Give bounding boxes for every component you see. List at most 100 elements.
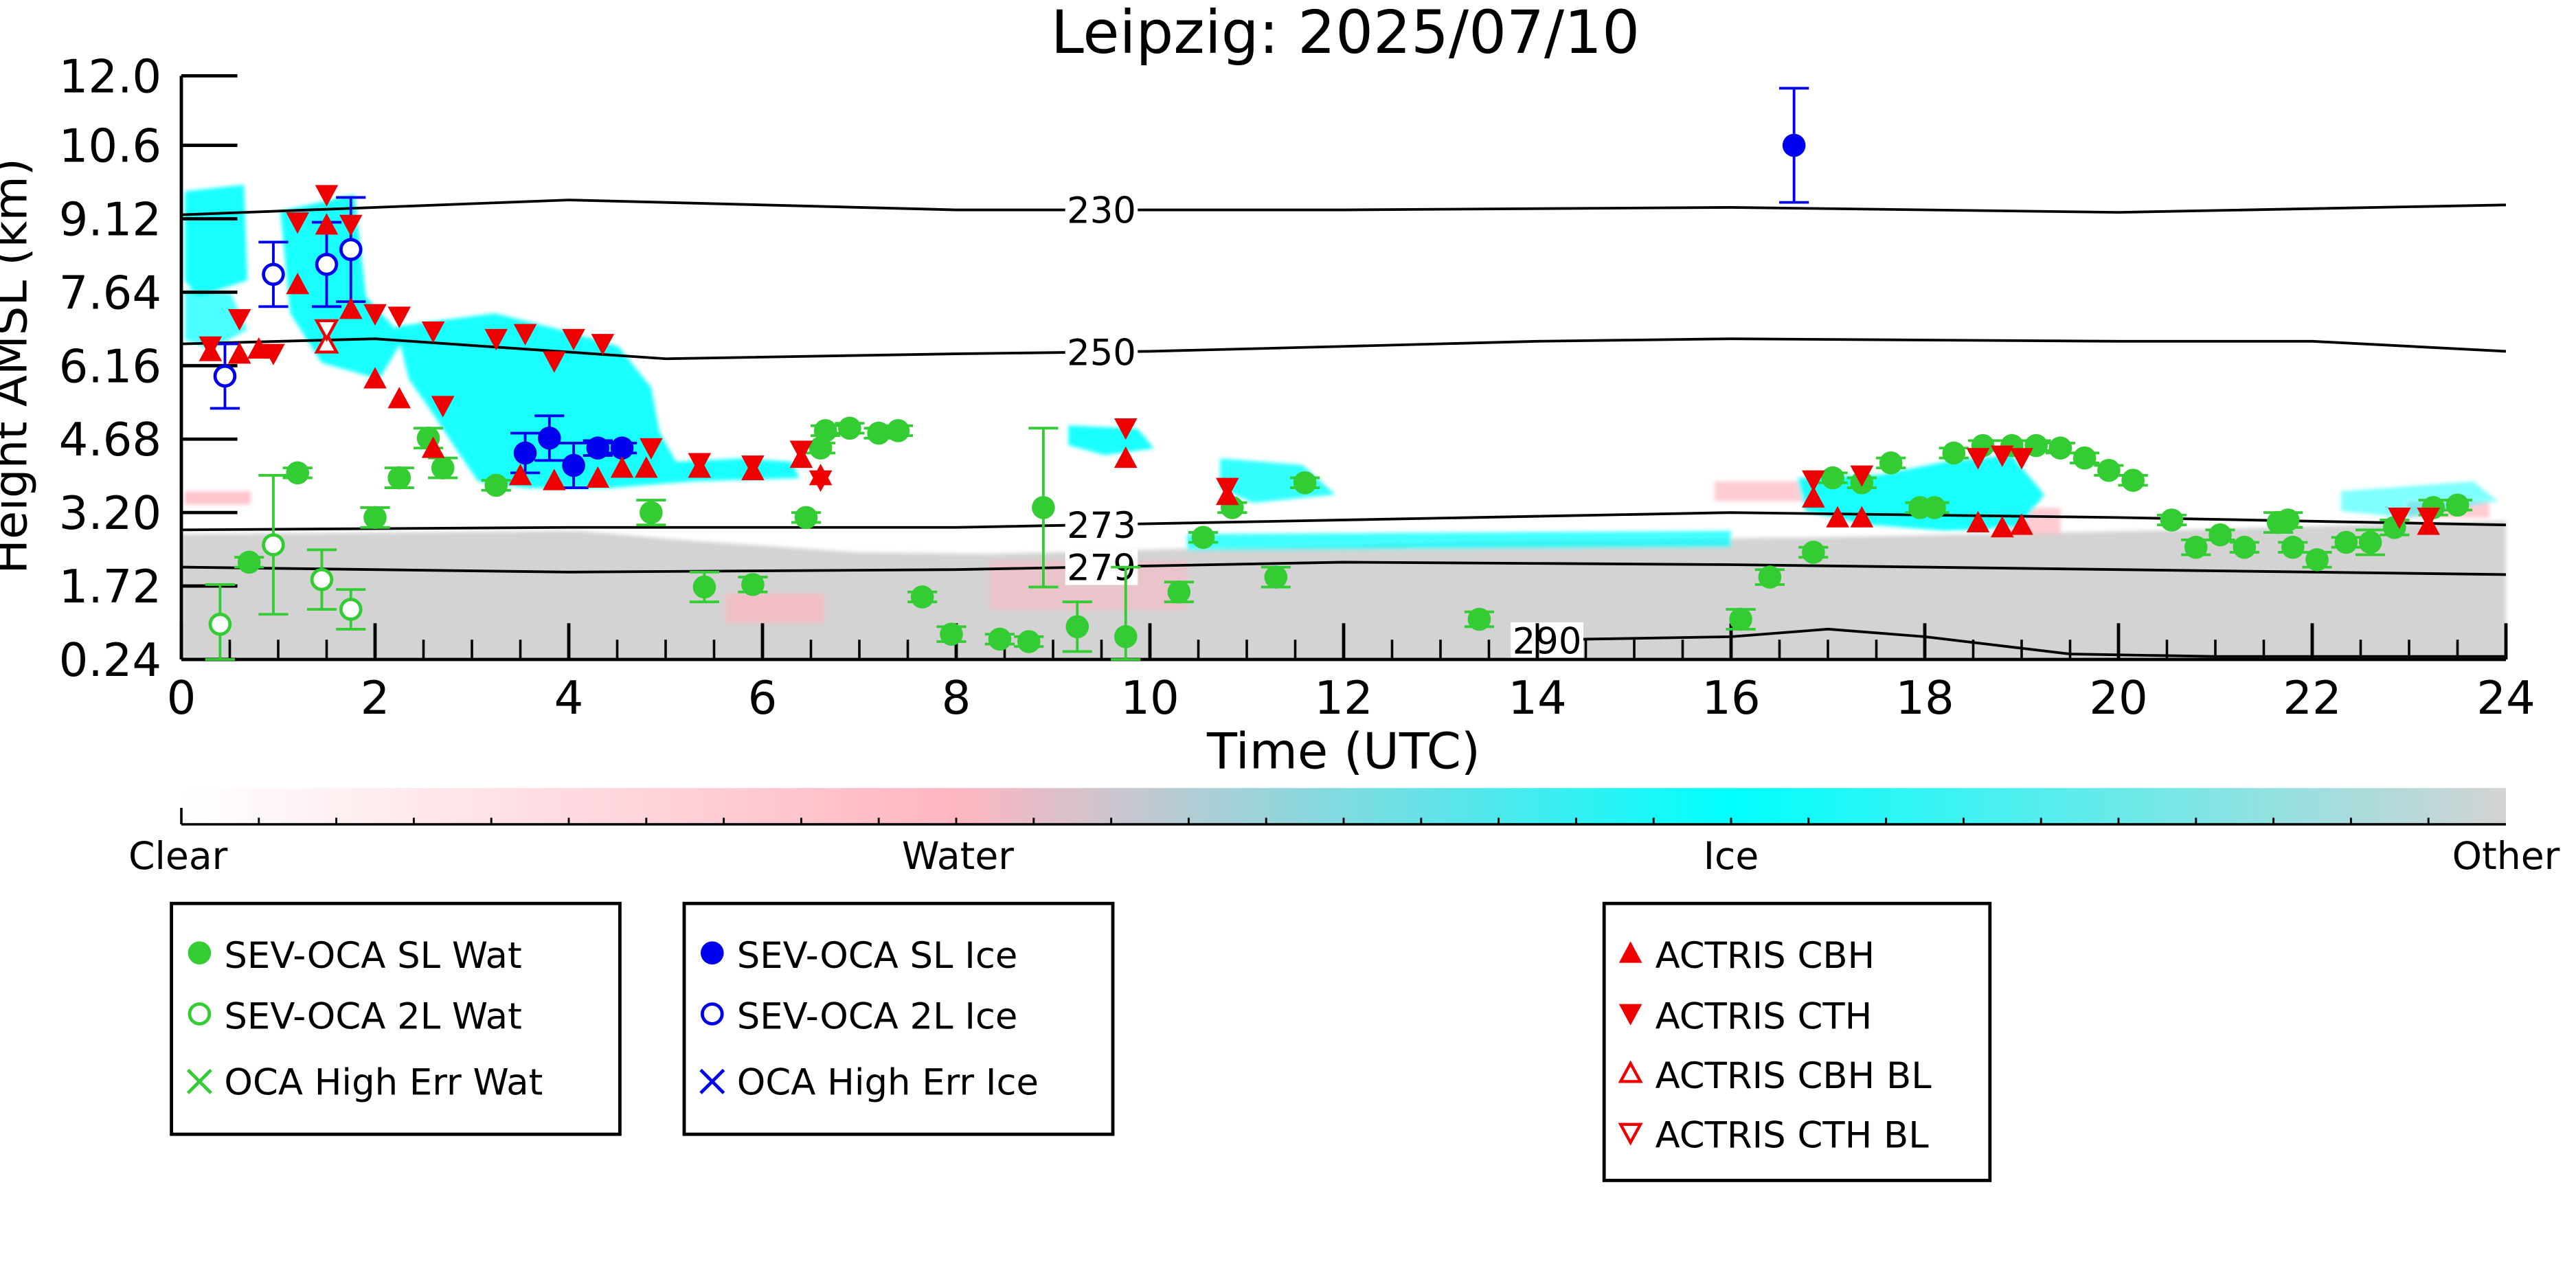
colorbar-label-water: Water <box>902 835 1014 879</box>
legend-water: SEV-OCA SL Wat SEV-OCA 2L Wat OCA High E… <box>170 901 622 1136</box>
point-sev-oca-sl-wat <box>2118 468 2148 492</box>
point-sev-oca-sl-wat <box>1028 427 1059 589</box>
legend-label-higherr-ice: OCA High Err Ice <box>737 1062 1039 1104</box>
point-sev-oca-sl-wat <box>384 466 414 490</box>
point-sev-oca-sl-ice <box>534 414 565 462</box>
data-marks <box>199 87 2473 661</box>
point-sev-oca-sl-wat <box>1261 565 1291 589</box>
isotherm-label-bg <box>1511 622 1583 659</box>
colorbar-label-other: Other <box>2452 835 2560 879</box>
point-actris-cth <box>286 212 309 234</box>
point-actris-cth <box>513 324 537 346</box>
legend-marker-actris-cth-bl <box>1618 1122 1643 1146</box>
point-actris-cth <box>339 214 363 236</box>
point-sev-oca-sl-wat <box>835 416 865 440</box>
point-sev-oca-2l-ice <box>210 342 240 410</box>
point-actris-cth <box>227 309 251 331</box>
point-sev-oca-sl-wat <box>1876 451 1906 475</box>
point-actris-cth <box>363 304 387 326</box>
x-tick-label: 8 <box>942 671 971 725</box>
legend-label-2l-wat: SEV-OCA 2L Wat <box>224 996 521 1038</box>
point-actris-cbh <box>247 337 271 359</box>
point-sev-oca-2l-wat <box>336 588 366 631</box>
point-actris-cth <box>2417 507 2440 530</box>
point-sev-oca-sl-ice <box>583 436 613 460</box>
point-sev-oca-sl-wat <box>282 461 313 485</box>
point-sev-oca-sl-wat <box>2380 516 2410 539</box>
legend-label-actris-cth: ACTRIS CTH <box>1656 996 1873 1038</box>
point-actris-cth <box>421 321 445 343</box>
point-sev-oca-sl-wat <box>360 506 390 530</box>
x-tick-label: 18 <box>1895 671 1954 725</box>
point-actris-cth <box>1850 465 1874 487</box>
point-actris-cbh <box>1850 506 1874 528</box>
point-sev-oca-sl-wat <box>2331 530 2361 554</box>
point-sev-oca-sl-wat <box>984 627 1015 651</box>
point-actris-cth <box>591 334 615 356</box>
point-sev-oca-sl-wat <box>936 622 967 646</box>
point-sev-oca-2l-wat <box>258 474 289 616</box>
point-actris-cth <box>562 328 585 351</box>
point-sev-oca-sl-wat <box>1188 526 1219 550</box>
point-actris-cth <box>484 328 508 351</box>
point-sev-oca-sl-wat <box>1939 441 1969 465</box>
point-sev-oca-sl-wat <box>791 506 822 530</box>
point-actris-cth <box>262 343 285 365</box>
legend-ice: SEV-OCA SL Ice SEV-OCA 2L Ice OCA High E… <box>682 901 1115 1136</box>
point-actris-cbh <box>586 466 610 488</box>
legend-marker-higherr-ice <box>699 1068 725 1094</box>
x-axis-ticks: 0 2 4 6 8 10 12 14 16 18 20 22 24 <box>167 623 2535 725</box>
y-tick-label: 1.72 <box>59 560 162 613</box>
point-sev-oca-sl-wat <box>689 570 719 604</box>
point-sev-oca-sl-wat <box>481 473 511 497</box>
point-actris-cth <box>2388 507 2411 530</box>
point-sev-oca-sl-ice <box>1779 87 1809 204</box>
point-actris-cth <box>199 336 223 358</box>
colorbar-label-clear: Clear <box>128 835 228 879</box>
point-actris-cbh <box>421 436 445 458</box>
y-axis-label: Height AMSL (km) <box>0 158 37 574</box>
x-tick-label: 6 <box>748 671 778 725</box>
point-actris-cth <box>809 470 833 492</box>
point-sev-oca-sl-wat <box>1014 630 1044 653</box>
point-sev-oca-sl-wat <box>806 436 836 460</box>
isotherm-279 <box>181 561 2507 576</box>
legend-marker-sl-ice <box>701 941 724 964</box>
cloud-classification-field <box>181 184 2506 659</box>
point-actris-cbh <box>543 468 566 490</box>
x-tick-label: 10 <box>1120 671 1179 725</box>
legend-marker-sl-wat <box>188 941 212 964</box>
point-sev-oca-2l-wat <box>205 583 235 661</box>
point-actris-cth <box>1114 418 1138 440</box>
legend-marker-higherr-wat <box>186 1068 212 1094</box>
point-sev-oca-sl-wat <box>2442 493 2473 517</box>
point-sev-oca-sl-wat <box>2156 508 2187 532</box>
point-sev-oca-sl-ice <box>510 431 541 475</box>
isotherm-label: 290 <box>1513 621 1582 663</box>
colorbar-minor-ticks <box>258 817 2430 824</box>
point-sev-oca-sl-wat <box>234 550 264 574</box>
legend-label-2l-ice: SEV-OCA 2L Ice <box>737 996 1018 1038</box>
point-sev-oca-sl-wat <box>1464 607 1494 631</box>
point-actris-cth <box>2010 448 2033 470</box>
x-tick-label: 4 <box>554 671 584 725</box>
point-sev-oca-sl-wat <box>883 419 913 442</box>
isotherm-label-bg <box>1065 333 1138 370</box>
point-actris-cth <box>431 396 455 418</box>
y-tick-label: 3.20 <box>59 486 162 540</box>
x-tick-label: 0 <box>167 671 196 725</box>
x-tick-label: 2 <box>361 671 390 725</box>
point-actris-cth <box>741 455 765 477</box>
point-sev-oca-sl-wat <box>1919 496 1950 519</box>
point-actris-cth <box>1991 445 2014 467</box>
point-actris-cbh <box>339 297 363 319</box>
legend-label-sl-wat: SEV-OCA SL Wat <box>224 935 521 977</box>
x-tick-label: 20 <box>2089 671 2148 725</box>
point-sev-oca-sl-wat <box>2045 436 2075 460</box>
point-actris-cth <box>640 438 663 460</box>
x-tick-label: 14 <box>1508 671 1567 725</box>
x-tick-label: 16 <box>1702 671 1761 725</box>
legend-label-actris-cbh-bl: ACTRIS CBH BL <box>1656 1055 1932 1097</box>
point-sev-oca-sl-wat <box>907 585 938 609</box>
